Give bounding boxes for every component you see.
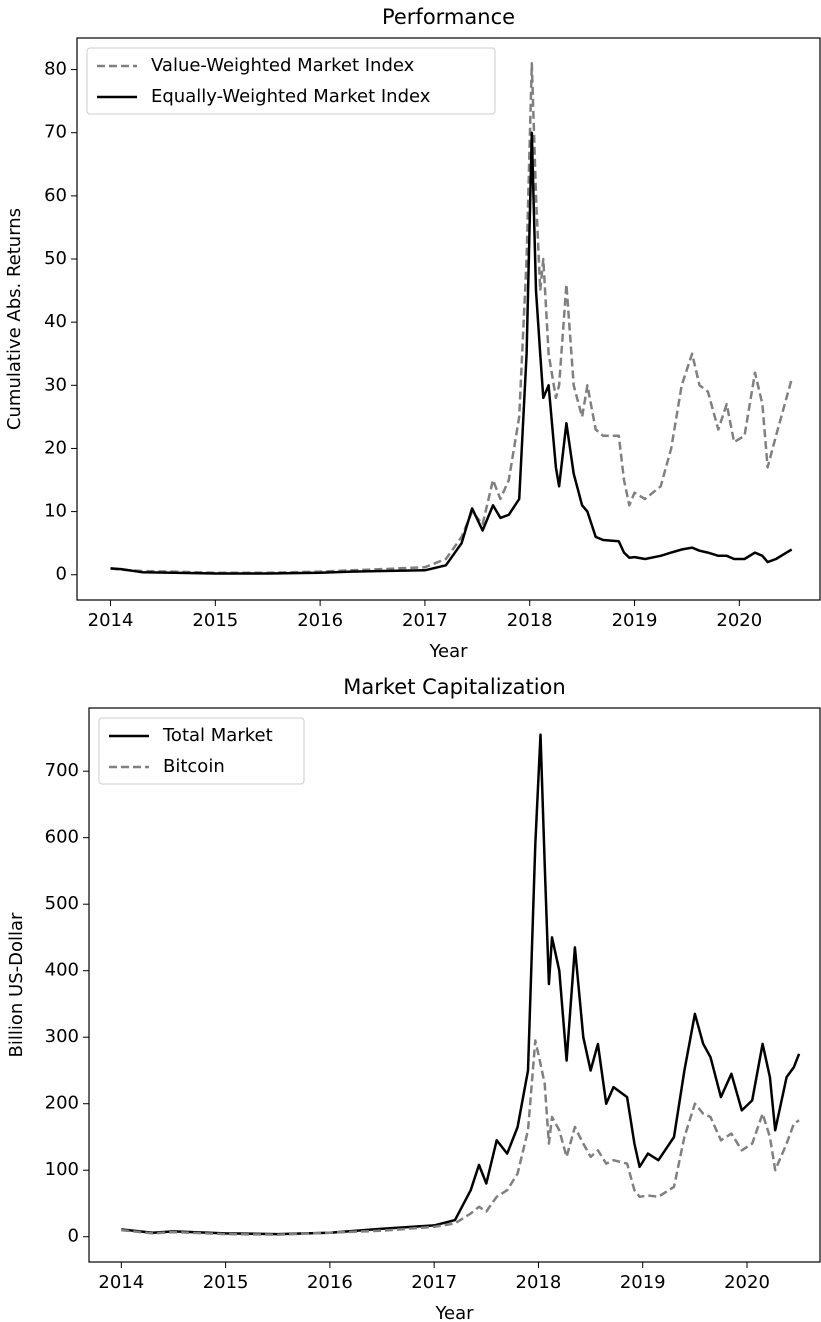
- y-tick-label: 60: [44, 185, 67, 206]
- x-tick-label: 2016: [307, 1272, 353, 1293]
- y-tick-label: 20: [44, 437, 67, 458]
- legend-label: Total Market: [162, 725, 273, 746]
- y-tick-label: 300: [45, 1026, 79, 1047]
- legend-label: Bitcoin: [163, 756, 225, 777]
- plot-frame: [76, 37, 821, 601]
- x-tick-label: 2014: [98, 1272, 144, 1293]
- y-tick-label: 700: [45, 760, 79, 781]
- series-line: [121, 1039, 800, 1236]
- x-axis-label: Year: [434, 1303, 474, 1322]
- plot-frame: [88, 707, 821, 1263]
- x-tick-label: 2018: [507, 610, 553, 631]
- x-tick-label: 2017: [411, 1272, 457, 1293]
- x-tick-label: 2019: [612, 610, 658, 631]
- legend-box: [98, 717, 305, 785]
- legend-label: Value-Weighted Market Index: [151, 55, 415, 76]
- x-tick-label: 2017: [402, 610, 448, 631]
- y-tick-label: 100: [45, 1159, 79, 1180]
- y-tick-label: 50: [44, 248, 67, 269]
- legend-label: Equally-Weighted Market Index: [151, 86, 431, 107]
- series-line: [121, 733, 801, 1236]
- y-axis-label: Cumulative Abs. Returns: [4, 208, 25, 430]
- y-tick-label: 30: [44, 374, 67, 395]
- y-tick-label: 600: [45, 827, 79, 848]
- y-tick-label: 0: [68, 1226, 79, 1247]
- x-tick-label: 2014: [88, 610, 134, 631]
- chart-title: Market Capitalization: [343, 675, 565, 699]
- x-tick-label: 2015: [203, 1272, 249, 1293]
- x-axis-label: Year: [428, 641, 468, 662]
- y-tick-label: 200: [45, 1093, 79, 1114]
- y-tick-label: 0: [56, 564, 67, 585]
- chart-title: Performance: [382, 5, 515, 29]
- y-tick-label: 40: [44, 311, 67, 332]
- y-tick-label: 10: [44, 501, 67, 522]
- x-tick-label: 2018: [516, 1272, 562, 1293]
- x-tick-label: 2020: [716, 610, 762, 631]
- x-tick-label: 2016: [297, 610, 343, 631]
- x-tick-label: 2019: [620, 1272, 666, 1293]
- y-tick-label: 400: [45, 960, 79, 981]
- series-line: [110, 131, 793, 575]
- x-tick-label: 2015: [192, 610, 238, 631]
- y-tick-label: 80: [44, 59, 67, 80]
- y-axis-label: Billion US-Dollar: [6, 912, 27, 1057]
- y-tick-label: 500: [45, 893, 79, 914]
- series-line: [110, 62, 793, 575]
- x-tick-label: 2020: [724, 1272, 770, 1293]
- legend-box: [86, 47, 496, 115]
- y-tick-label: 70: [44, 122, 67, 143]
